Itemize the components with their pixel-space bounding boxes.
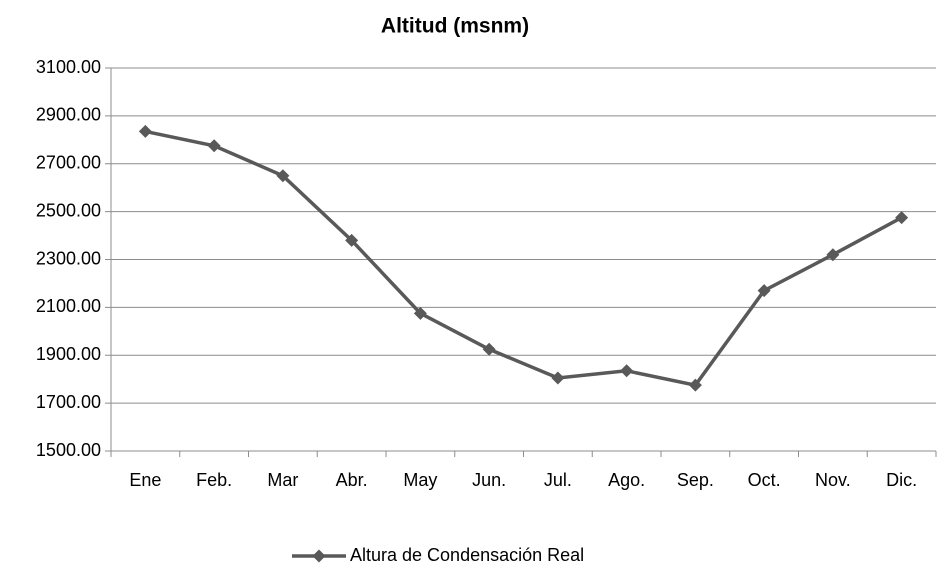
series-line: [145, 129, 903, 388]
y-tick-label: 3100.00: [36, 57, 101, 77]
x-tick-label: Sep.: [677, 470, 714, 490]
point-marker: [482, 342, 496, 356]
point-marker: [207, 139, 221, 153]
point-marker: [620, 364, 634, 378]
legend-marker: [312, 549, 326, 563]
y-tick-label: 2300.00: [36, 248, 101, 268]
point-marker: [757, 284, 771, 298]
legend-label: Altura de Condensación Real: [350, 545, 584, 563]
point-marker: [138, 124, 152, 138]
point-marker: [413, 306, 427, 320]
x-tick-label: Nov.: [815, 470, 851, 490]
point-marker: [895, 211, 909, 225]
y-tick-label: 2500.00: [36, 200, 101, 220]
x-tick-label: Ene: [129, 470, 161, 490]
y-tick-label: 1500.00: [36, 440, 101, 460]
chart-title: Altitud (msnm): [381, 15, 529, 38]
point-marker: [826, 248, 840, 262]
x-tick-label: Jul.: [544, 470, 572, 490]
x-tick-label: Mar: [267, 470, 298, 490]
x-tick-label: May: [403, 470, 437, 490]
point-marker: [276, 169, 290, 183]
x-tick-label: Dic.: [886, 470, 917, 490]
point-marker: [551, 371, 565, 385]
x-tick-label: Ago.: [608, 470, 645, 490]
y-tick-label: 1900.00: [36, 344, 101, 364]
x-tick-label: Feb.: [196, 470, 232, 490]
x-tick-label: Jun.: [472, 470, 506, 490]
x-tick-label: Abr.: [336, 470, 368, 490]
y-tick-label: 2100.00: [36, 296, 101, 316]
point-marker: [345, 233, 359, 247]
y-tick-label: 1700.00: [36, 392, 101, 412]
x-tick-label: Oct.: [748, 470, 781, 490]
y-tick-label: 2900.00: [36, 105, 101, 125]
point-marker: [688, 378, 702, 392]
y-tick-label: 2700.00: [36, 153, 101, 173]
